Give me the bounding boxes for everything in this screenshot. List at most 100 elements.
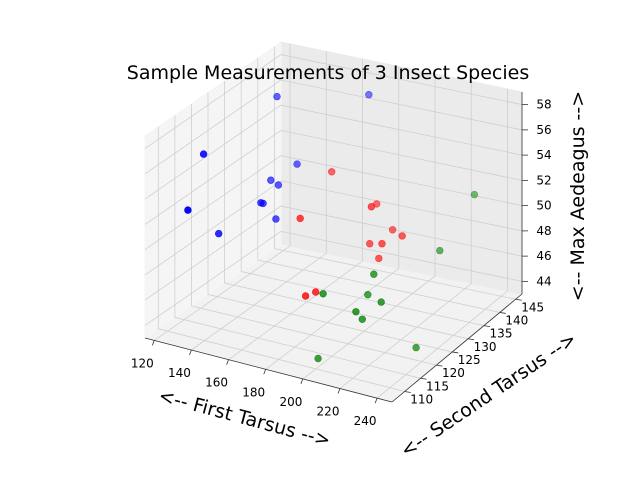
data-points — [184, 90, 479, 363]
scatter-point — [301, 292, 310, 300]
x-tick-mark — [226, 359, 229, 365]
scatter-point — [314, 354, 322, 363]
y-tick-label: 130 — [474, 340, 497, 354]
z-tick-label: 58 — [536, 98, 551, 112]
chart-title: Sample Measurements of 3 Insect Species — [127, 62, 529, 84]
scatter-point — [398, 232, 406, 240]
x-axis-line — [144, 337, 393, 403]
tick-labels: 1201401601802002202401101151201251301351… — [131, 98, 552, 429]
z-grid-line — [144, 205, 523, 301]
x-tick-mark — [151, 340, 155, 346]
scatter-point — [352, 308, 360, 316]
x-grid-line — [191, 51, 327, 351]
z-tick-label: 52 — [536, 173, 551, 187]
z-grid-line — [144, 180, 523, 276]
y-tick-mark — [436, 364, 443, 367]
x-tick-label: 200 — [279, 395, 302, 409]
z-grid-line — [144, 79, 523, 175]
y-tick-mark — [452, 351, 459, 354]
z-tick-label: 46 — [536, 249, 551, 263]
y-tick-label: 145 — [521, 300, 544, 314]
scatter-point — [184, 206, 192, 214]
z-grid-line — [144, 104, 523, 200]
scatter-point — [367, 203, 376, 211]
x-tick-mark — [374, 398, 378, 404]
y-grid-line — [174, 115, 421, 379]
x-tick-label: 220 — [317, 405, 340, 419]
y-tick-label: 120 — [442, 366, 465, 380]
z-grid-line — [144, 54, 523, 149]
y-grid-line — [224, 81, 469, 340]
scatter-point — [296, 214, 304, 223]
y-tick-label: 135 — [490, 327, 513, 341]
y-axis-line — [391, 293, 523, 403]
y-tick-label: 115 — [426, 379, 449, 393]
scatter-point — [366, 240, 374, 248]
scatter-point — [274, 181, 283, 189]
scatter-point — [272, 215, 280, 223]
side-pane — [144, 41, 282, 339]
x-grid-line — [376, 89, 508, 399]
scatter-point — [358, 315, 366, 323]
x-tick-label: 160 — [205, 376, 228, 390]
y-tick-label: 125 — [458, 353, 481, 367]
scatter-point — [364, 291, 372, 299]
y-grid-line — [157, 126, 405, 392]
scatter-point — [293, 160, 301, 168]
x-tick-label: 140 — [168, 366, 191, 380]
y-tick-mark — [515, 298, 522, 301]
scatter-point — [470, 190, 479, 199]
scatter-point — [257, 199, 265, 207]
axis-lines — [144, 92, 528, 404]
scatter-point — [377, 298, 385, 306]
z-grid-line — [144, 155, 523, 250]
x-tick-mark — [189, 349, 192, 356]
scatter-point — [412, 343, 420, 352]
y-grid-line — [273, 46, 516, 300]
z-tick-label: 44 — [536, 274, 551, 288]
y-tick-mark — [404, 391, 411, 393]
y-tick-mark — [499, 312, 506, 314]
z-axis-label: <-- Max Aedeagus --> — [567, 91, 589, 301]
scatter-point — [436, 246, 444, 255]
scatter-point — [273, 92, 281, 101]
scatter-point — [267, 176, 275, 184]
y-grid-line — [240, 69, 485, 326]
x-tick-mark — [337, 388, 341, 394]
scatter-point — [319, 290, 327, 298]
x-tick-label: 240 — [354, 414, 377, 428]
scatter-point — [328, 168, 336, 176]
x-grid-line — [339, 81, 472, 389]
y-tick-label: 140 — [505, 313, 528, 327]
y-grid-line — [190, 103, 437, 366]
grid-lines — [144, 43, 523, 399]
z-tick-label: 56 — [536, 123, 551, 137]
scatter-point — [215, 229, 223, 238]
scatter-point — [388, 226, 397, 234]
y-tick-label: 110 — [410, 393, 433, 407]
scatter-point — [365, 90, 373, 99]
x-grid-line — [154, 43, 291, 341]
x-grid-line — [228, 58, 363, 361]
scatter-point — [370, 270, 378, 278]
y-tick-mark — [483, 325, 491, 328]
axis-panes — [143, 41, 524, 403]
scatter-point — [199, 150, 208, 158]
z-grid-line — [144, 129, 523, 225]
y-grid-line — [207, 92, 453, 353]
y-grid-line — [257, 58, 500, 313]
z-tick-label: 48 — [536, 224, 551, 238]
scatter-point — [375, 254, 383, 263]
scatter-point — [378, 240, 386, 248]
z-tick-label: 54 — [536, 148, 551, 162]
x-grid-line — [265, 66, 400, 370]
x-tick-label: 120 — [131, 356, 154, 370]
z-grid-line — [144, 230, 523, 326]
x-tick-mark — [300, 378, 304, 385]
y-tick-mark — [468, 338, 475, 341]
z-tick-label: 50 — [536, 199, 551, 213]
x-grid-line — [302, 74, 436, 380]
x-tick-mark — [263, 369, 267, 375]
